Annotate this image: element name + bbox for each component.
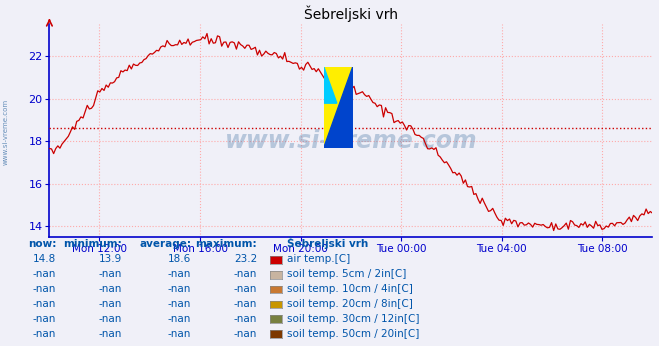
Text: now:: now: xyxy=(28,239,56,249)
Text: -nan: -nan xyxy=(234,314,257,324)
Text: www.si-vreme.com: www.si-vreme.com xyxy=(225,129,477,153)
Text: average:: average: xyxy=(139,239,191,249)
Text: maximum:: maximum: xyxy=(195,239,257,249)
Text: 23.2: 23.2 xyxy=(234,254,257,264)
Text: -nan: -nan xyxy=(168,284,191,294)
Text: air temp.[C]: air temp.[C] xyxy=(287,254,350,264)
Text: -nan: -nan xyxy=(234,329,257,339)
Text: -nan: -nan xyxy=(33,299,56,309)
Text: soil temp. 10cm / 4in[C]: soil temp. 10cm / 4in[C] xyxy=(287,284,413,294)
Text: -nan: -nan xyxy=(99,329,122,339)
Text: soil temp. 20cm / 8in[C]: soil temp. 20cm / 8in[C] xyxy=(287,299,413,309)
Polygon shape xyxy=(324,67,353,148)
Title: Šebreljski vrh: Šebreljski vrh xyxy=(304,5,398,22)
Text: -nan: -nan xyxy=(33,284,56,294)
Polygon shape xyxy=(324,67,353,148)
Text: soil temp. 30cm / 12in[C]: soil temp. 30cm / 12in[C] xyxy=(287,314,419,324)
Text: -nan: -nan xyxy=(99,269,122,279)
Text: 14.8: 14.8 xyxy=(33,254,56,264)
Text: 13.9: 13.9 xyxy=(99,254,122,264)
Text: -nan: -nan xyxy=(168,314,191,324)
Text: -nan: -nan xyxy=(234,284,257,294)
Text: Šebreljski vrh: Šebreljski vrh xyxy=(287,237,368,249)
Text: -nan: -nan xyxy=(168,299,191,309)
Text: -nan: -nan xyxy=(33,269,56,279)
Text: -nan: -nan xyxy=(234,299,257,309)
Text: -nan: -nan xyxy=(99,314,122,324)
Text: -nan: -nan xyxy=(168,269,191,279)
Text: -nan: -nan xyxy=(33,314,56,324)
Text: -nan: -nan xyxy=(168,329,191,339)
Text: -nan: -nan xyxy=(234,269,257,279)
Text: -nan: -nan xyxy=(99,299,122,309)
Text: soil temp. 50cm / 20in[C]: soil temp. 50cm / 20in[C] xyxy=(287,329,419,339)
Text: -nan: -nan xyxy=(99,284,122,294)
Polygon shape xyxy=(324,67,337,103)
Text: www.si-vreme.com: www.si-vreme.com xyxy=(2,98,9,165)
Text: 18.6: 18.6 xyxy=(168,254,191,264)
Text: -nan: -nan xyxy=(33,329,56,339)
Text: minimum:: minimum: xyxy=(63,239,122,249)
Text: soil temp. 5cm / 2in[C]: soil temp. 5cm / 2in[C] xyxy=(287,269,406,279)
